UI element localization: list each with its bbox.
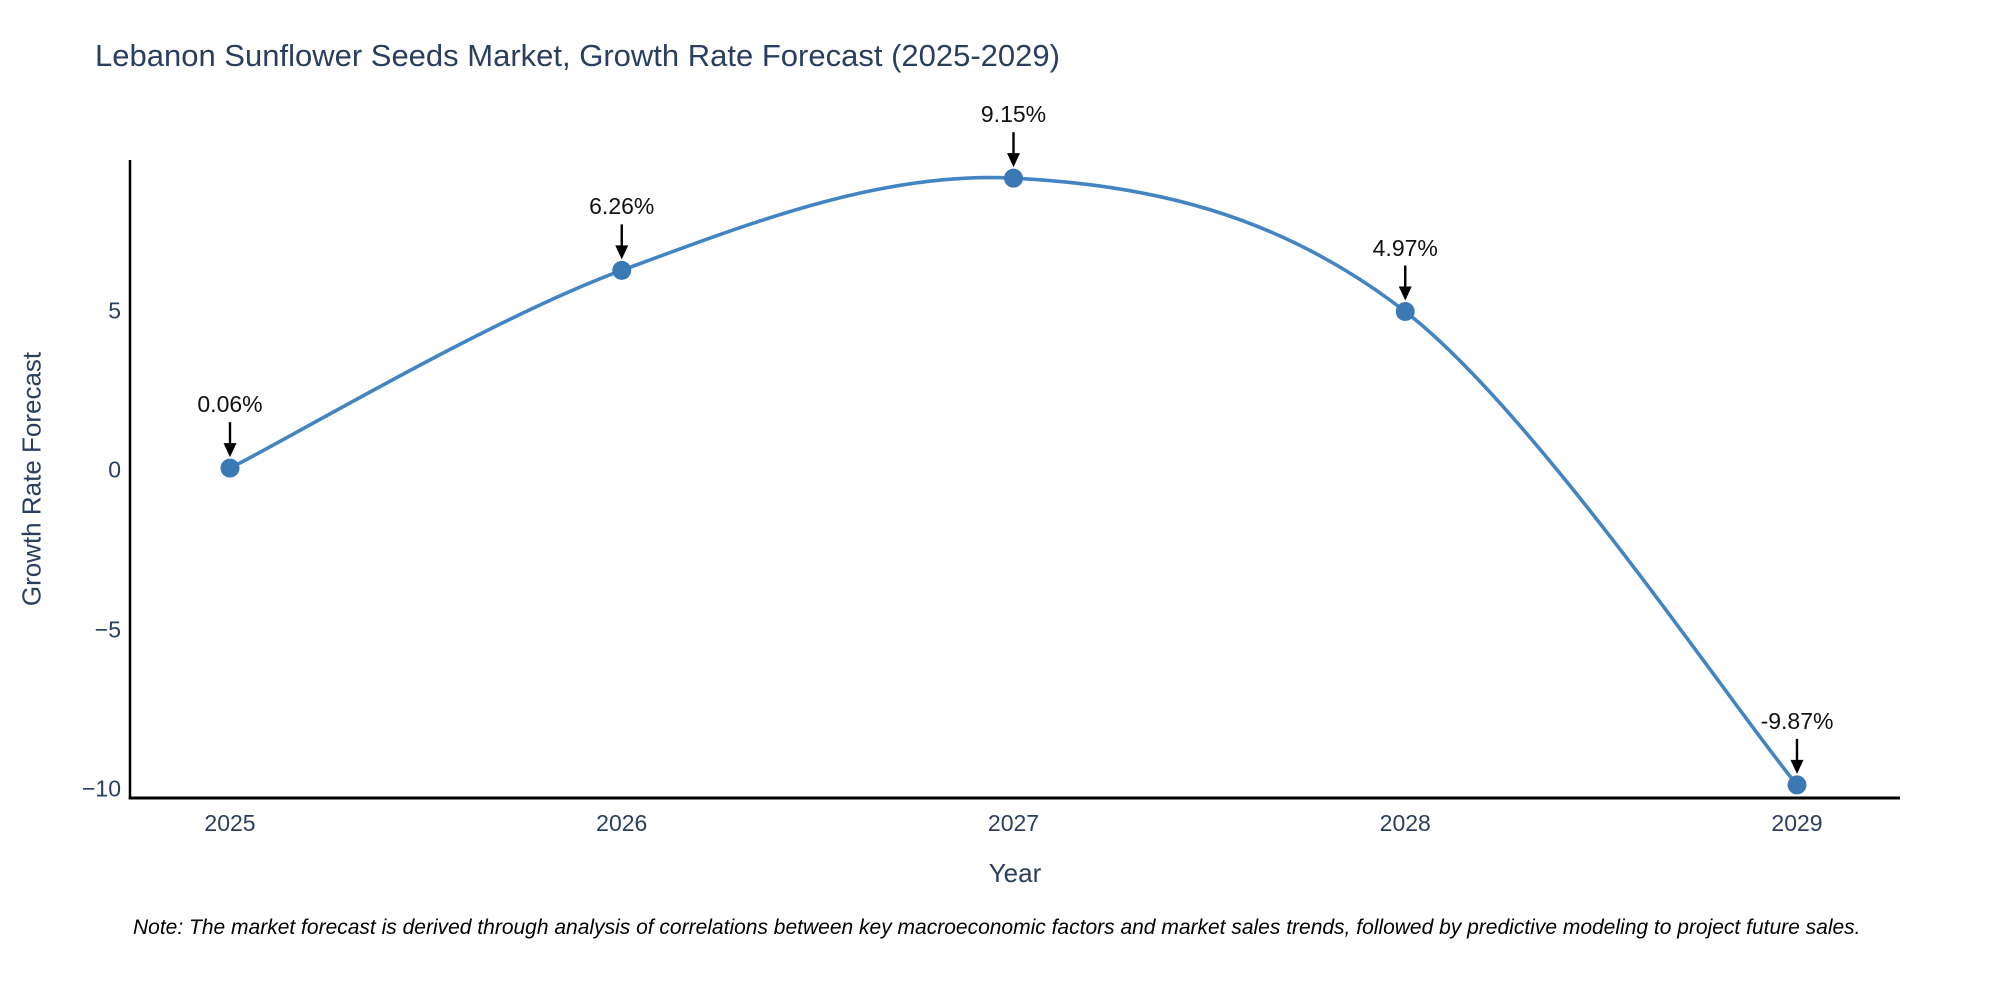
annotation-arrowhead-2025 bbox=[223, 443, 237, 458]
x-tick-label: 2028 bbox=[1379, 810, 1431, 836]
point-annotation-label: -9.87% bbox=[1760, 707, 1834, 734]
x-tick-label: 2029 bbox=[1771, 810, 1823, 836]
annotation-arrowhead-2026 bbox=[615, 245, 629, 260]
forecast-line bbox=[228, 175, 1799, 787]
chart-title: Lebanon Sunflower Seeds Market, Growth R… bbox=[95, 38, 1060, 73]
y-tick-label: 5 bbox=[108, 297, 121, 324]
annotation-arrowhead-2029 bbox=[1790, 759, 1804, 774]
data-point-2028 bbox=[1395, 302, 1415, 322]
annotation-arrowhead-2027 bbox=[1007, 153, 1020, 168]
x-axis-title: Year bbox=[988, 858, 1042, 888]
data-point-2026 bbox=[612, 260, 632, 280]
y-tick-label: −5 bbox=[94, 616, 121, 643]
data-point-2025 bbox=[220, 458, 240, 478]
point-annotation-label: 4.97% bbox=[1372, 234, 1438, 261]
point-annotation-label: 0.06% bbox=[197, 391, 263, 418]
data-point-2027 bbox=[1004, 168, 1023, 188]
point-annotation-label: 6.26% bbox=[589, 193, 655, 220]
x-tick-label: 2026 bbox=[596, 810, 648, 836]
y-tick-label: 0 bbox=[108, 456, 121, 483]
data-point-2029 bbox=[1787, 775, 1807, 795]
x-tick-label: 2025 bbox=[204, 810, 256, 836]
annotation-arrowhead-2028 bbox=[1398, 286, 1412, 301]
point-annotation-label: 9.15% bbox=[980, 101, 1047, 128]
x-tick-label: 2027 bbox=[987, 810, 1040, 836]
footnote: Note: The market forecast is derived thr… bbox=[133, 916, 1861, 939]
y-tick-label: −10 bbox=[81, 775, 121, 802]
